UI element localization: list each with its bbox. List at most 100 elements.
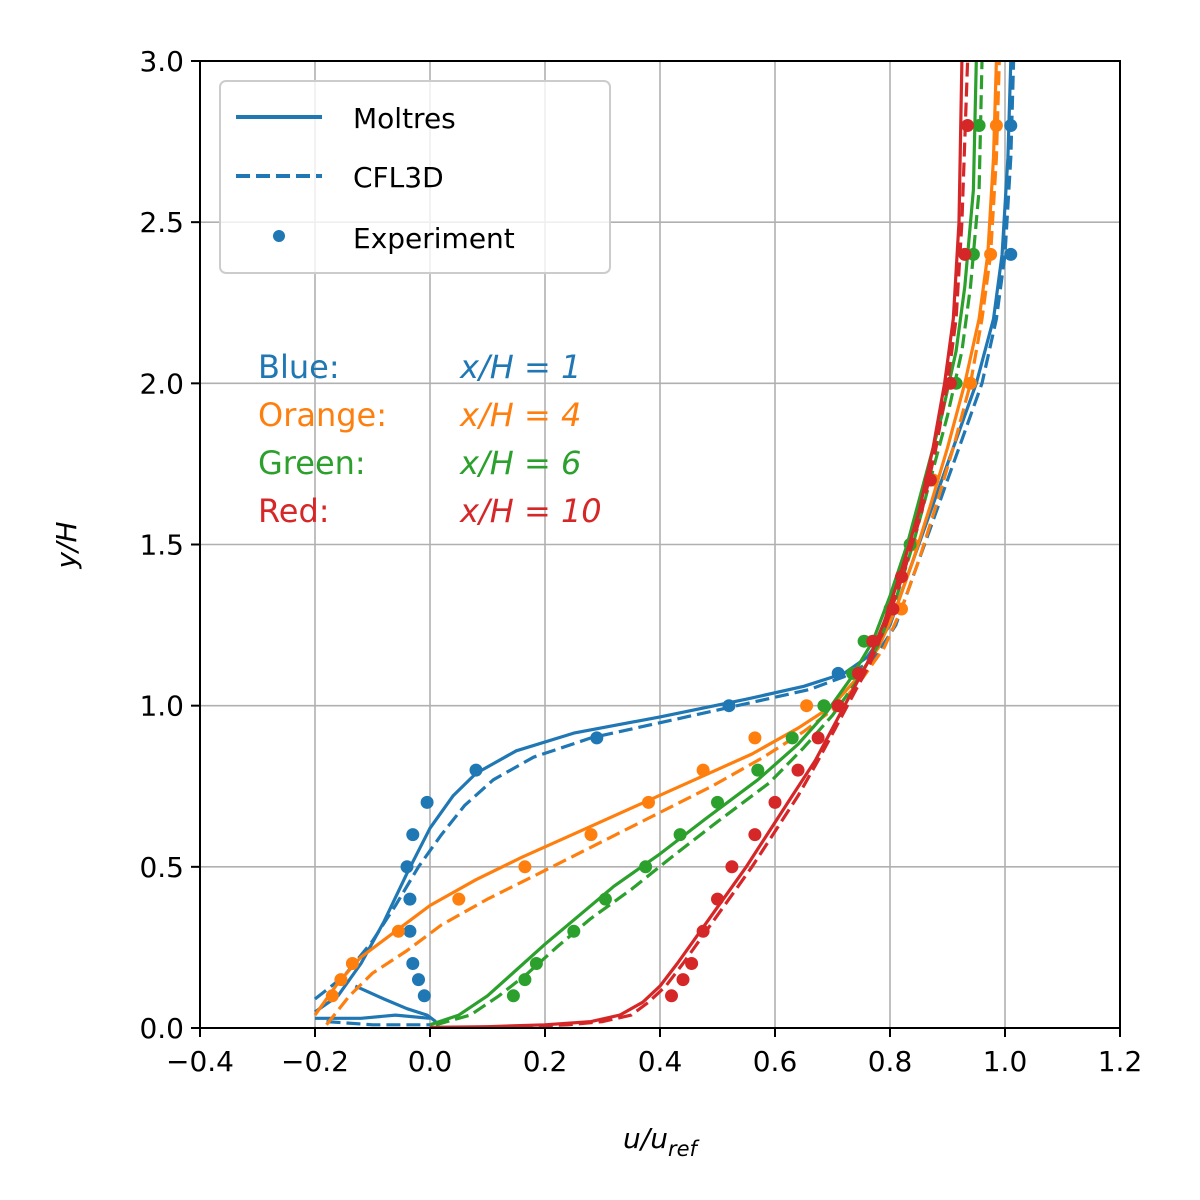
experiment-point-series-0 — [417, 989, 431, 1003]
experiment-point-series-0 — [406, 828, 420, 842]
moltres-recirculation-line-series-0 — [315, 1013, 431, 1020]
experiment-point-series-0 — [1004, 119, 1018, 132]
cfl3d-line-series-0 — [314, 60, 1016, 1001]
legend-label-experiment: Experiment — [353, 222, 515, 255]
moltres-line-series-1 — [313, 60, 998, 1017]
x-tick-label: 0.2 — [523, 1045, 568, 1078]
experiment-point-series-1 — [984, 247, 998, 261]
y-tick-label: 1.5 — [139, 529, 184, 562]
experiment-point-series-3 — [676, 973, 690, 987]
y-tick-label: 0.5 — [139, 851, 184, 884]
experiment-point-series-2 — [751, 763, 765, 777]
experiment-point-series-1 — [334, 973, 348, 987]
experiment-point-series-1 — [518, 860, 532, 874]
experiment-point-series-2 — [639, 860, 653, 874]
experiment-point-series-1 — [964, 376, 977, 390]
x-tick-label: 1.0 — [983, 1045, 1028, 1078]
x-tick-label: 0.8 — [868, 1045, 913, 1078]
y-tick-label: 3.0 — [139, 45, 184, 78]
experiment-point-series-0 — [1004, 247, 1018, 261]
annotation-color-name: Blue: — [258, 348, 340, 386]
experiment-point-series-0 — [831, 666, 845, 680]
cfl3d-recirculation-line-series-0 — [326, 1020, 430, 1027]
experiment-point-series-1 — [325, 989, 339, 1003]
experiment-point-series-2 — [785, 731, 799, 745]
experiment-point-series-3 — [886, 602, 900, 616]
experiment-point-series-2 — [817, 699, 831, 713]
x-tick-label: 1.2 — [1098, 1045, 1143, 1078]
experiment-point-series-3 — [685, 957, 699, 970]
experiment-point-series-3 — [961, 119, 975, 132]
experiment-point-series-0 — [403, 892, 417, 906]
experiment-point-series-3 — [943, 376, 957, 390]
annotation-color-name: Green: — [258, 444, 366, 482]
experiment-point-series-1 — [584, 828, 598, 842]
x-tick-label: 0.6 — [753, 1045, 798, 1078]
experiment-point-series-3 — [768, 795, 782, 809]
annotation-color-name: Red: — [258, 492, 330, 530]
x-tick-label: 0.0 — [408, 1045, 453, 1078]
experiment-point-series-2 — [711, 795, 724, 809]
plot-area — [313, 60, 1018, 1029]
y-axis-label: y/H — [50, 521, 83, 569]
experiment-point-series-2 — [529, 957, 543, 970]
y-tick-label: 2.0 — [139, 367, 184, 400]
experiment-point-series-2 — [506, 989, 520, 1003]
experiment-point-series-2 — [567, 924, 581, 938]
annotation-station-value: x/H = 6 — [459, 444, 581, 482]
experiment-point-series-0 — [403, 924, 417, 938]
experiment-point-series-3 — [831, 699, 845, 713]
experiment-point-series-3 — [895, 570, 908, 584]
experiment-point-series-1 — [748, 731, 762, 745]
experiment-point-series-3 — [791, 763, 805, 777]
experiment-point-series-3 — [958, 247, 972, 261]
y-tick-label: 0.0 — [139, 1012, 184, 1045]
experiment-point-series-3 — [725, 860, 739, 874]
x-axis-label: u/uref — [623, 1122, 700, 1161]
experiment-point-series-0 — [722, 699, 736, 713]
axes-ticks: −0.4 −0.2 0.0 0.2 0.4 0.6 0.8 1.0 1.2 0.0 0.5 1.0 1.… — [139, 45, 1142, 1078]
experiment-point-series-0 — [406, 957, 420, 970]
experiment-point-series-3 — [711, 892, 724, 906]
experiment-point-series-1 — [989, 119, 1003, 132]
annotation-color-name: Orange: — [258, 396, 387, 434]
y-tick-label: 2.5 — [139, 206, 184, 239]
experiment-point-series-1 — [345, 957, 359, 970]
legend-label-moltres: Moltres — [353, 102, 456, 135]
experiment-point-series-1 — [642, 795, 655, 809]
annotation-station-value: x/H = 1 — [459, 348, 581, 386]
station-annotations: Blue: x/H = 1 Orange: x/H = 4 Green: x/H = 6 R… — [258, 348, 602, 530]
experiment-point-series-2 — [598, 892, 612, 906]
cfl3d-line-series-3 — [458, 60, 970, 1029]
legend: Moltres CFL3D Experiment — [219, 80, 611, 274]
experiment-point-series-3 — [811, 731, 825, 745]
legend-box — [219, 80, 611, 274]
x-tick-label: 0.4 — [638, 1045, 683, 1078]
x-tick-label: −0.4 — [166, 1045, 234, 1078]
experiment-point-series-3 — [665, 989, 678, 1003]
experiment-point-series-2 — [972, 119, 986, 132]
experiment-point-series-0 — [412, 973, 425, 987]
legend-label-cfl3d: CFL3D — [353, 161, 444, 194]
experiment-point-series-1 — [391, 924, 405, 938]
experiment-point-series-3 — [851, 666, 865, 680]
legend-marker-swatch — [273, 230, 285, 242]
experiment-point-series-2 — [673, 828, 687, 842]
experiment-point-series-0 — [400, 860, 414, 874]
annotation-station-value: x/H = 4 — [459, 396, 581, 434]
x-axis-label-subscript: ref — [668, 1137, 701, 1161]
experiment-point-series-3 — [923, 473, 937, 487]
experiment-point-series-3 — [866, 634, 880, 648]
y-tick-label: 1.0 — [139, 690, 184, 723]
experiment-point-series-3 — [696, 924, 710, 938]
experiment-point-series-1 — [452, 892, 466, 906]
annotation-station-value: x/H = 10 — [459, 492, 602, 530]
moltres-near-wall-line-series-0 — [354, 984, 437, 1023]
x-tick-label: −0.2 — [281, 1045, 349, 1078]
experiment-point-series-1 — [800, 699, 814, 713]
moltres-line-series-3 — [429, 60, 964, 1029]
experiment-point-series-0 — [420, 795, 434, 809]
experiment-point-series-2 — [518, 973, 532, 987]
experiment-point-series-1 — [696, 763, 710, 777]
